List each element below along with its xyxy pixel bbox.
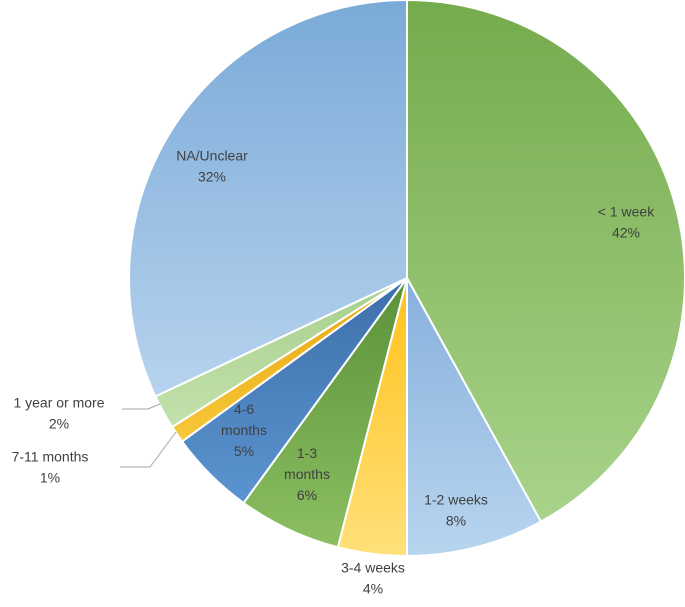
- slice-label-1-2-weeks: 1-2 weeks 8%: [424, 492, 488, 529]
- slice-category-label: 1-2 weeks: [424, 492, 488, 508]
- slice-category-label: 3-4 weeks: [341, 560, 405, 576]
- slice-label-1-week: < 1 week 42%: [598, 204, 655, 241]
- slice-label-1-year-or-more: 1 year or more 2%: [13, 395, 104, 432]
- slice-category-label: months: [221, 422, 267, 438]
- slice-value-label: 2%: [49, 416, 69, 432]
- slice-category-label: months: [284, 466, 330, 482]
- leader-line-1-year-or-more: [122, 403, 161, 410]
- pie-slice-na-unclear: [128, 0, 408, 398]
- slice-category-label: NA/Unclear: [176, 148, 248, 164]
- leader-lines: [120, 403, 177, 468]
- pie-slice-1-week: [406, 0, 685, 523]
- leader-line-7-11-months: [120, 431, 177, 468]
- slice-labels: < 1 week 42% 1-2 weeks 8% 3-4 weeks 4% 1-3 mont…: [12, 148, 656, 597]
- slice-category-label: 4-6: [234, 401, 254, 417]
- slice-category-label: 7-11 months: [12, 449, 89, 465]
- slice-label-1-3-months: 1-3 months 6%: [284, 445, 330, 503]
- slice-value-label: 5%: [234, 443, 254, 459]
- slice-label-na-unclear: NA/Unclear 32%: [176, 148, 248, 185]
- slice-value-label: 42%: [612, 225, 640, 241]
- slice-value-label: 1%: [40, 470, 60, 486]
- slice-label-4-6-months: 4-6 months 5%: [221, 401, 267, 459]
- slice-value-label: 6%: [297, 487, 317, 503]
- slice-label-3-4-weeks: 3-4 weeks 4%: [341, 560, 405, 597]
- pie-slice-1-2-weeks: [406, 277, 542, 557]
- slice-category-label: 1-3: [297, 445, 317, 461]
- slice-label-7-11-months: 7-11 months 1%: [12, 449, 89, 486]
- slice-category-label: < 1 week: [598, 204, 655, 220]
- slice-value-label: 8%: [446, 513, 466, 529]
- slice-value-label: 4%: [363, 581, 383, 597]
- pie-slices: [128, 0, 685, 557]
- slice-category-label: 1 year or more: [13, 395, 104, 411]
- slice-value-label: 32%: [198, 169, 226, 185]
